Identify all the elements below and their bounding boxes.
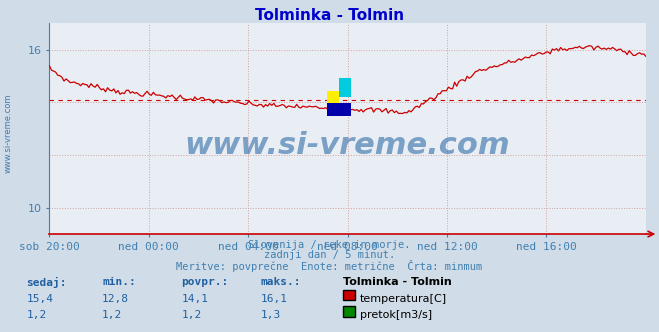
Text: 16,1: 16,1 xyxy=(260,294,287,304)
Bar xyxy=(327,103,351,116)
Text: 15,4: 15,4 xyxy=(26,294,53,304)
Bar xyxy=(327,91,339,103)
Text: maks.:: maks.: xyxy=(260,277,301,287)
Text: Tolminka - Tolmin: Tolminka - Tolmin xyxy=(255,8,404,23)
Text: 12,8: 12,8 xyxy=(102,294,129,304)
Text: 14,1: 14,1 xyxy=(181,294,208,304)
Bar xyxy=(339,78,351,97)
Text: Slovenija / reke in morje.: Slovenija / reke in morje. xyxy=(248,240,411,250)
Text: 1,2: 1,2 xyxy=(102,310,123,320)
Text: min.:: min.: xyxy=(102,277,136,287)
Text: pretok[m3/s]: pretok[m3/s] xyxy=(360,310,432,320)
Text: sedaj:: sedaj: xyxy=(26,277,67,288)
Text: temperatura[C]: temperatura[C] xyxy=(360,294,447,304)
Text: Tolminka - Tolmin: Tolminka - Tolmin xyxy=(343,277,451,287)
Text: 1,2: 1,2 xyxy=(181,310,202,320)
Text: www.si-vreme.com: www.si-vreme.com xyxy=(185,131,511,160)
Text: www.si-vreme.com: www.si-vreme.com xyxy=(3,93,13,173)
Text: povpr.:: povpr.: xyxy=(181,277,229,287)
Text: Meritve: povprečne  Enote: metrične  Črta: minmum: Meritve: povprečne Enote: metrične Črta:… xyxy=(177,260,482,272)
Text: 1,3: 1,3 xyxy=(260,310,281,320)
Text: zadnji dan / 5 minut.: zadnji dan / 5 minut. xyxy=(264,250,395,260)
Text: 1,2: 1,2 xyxy=(26,310,47,320)
